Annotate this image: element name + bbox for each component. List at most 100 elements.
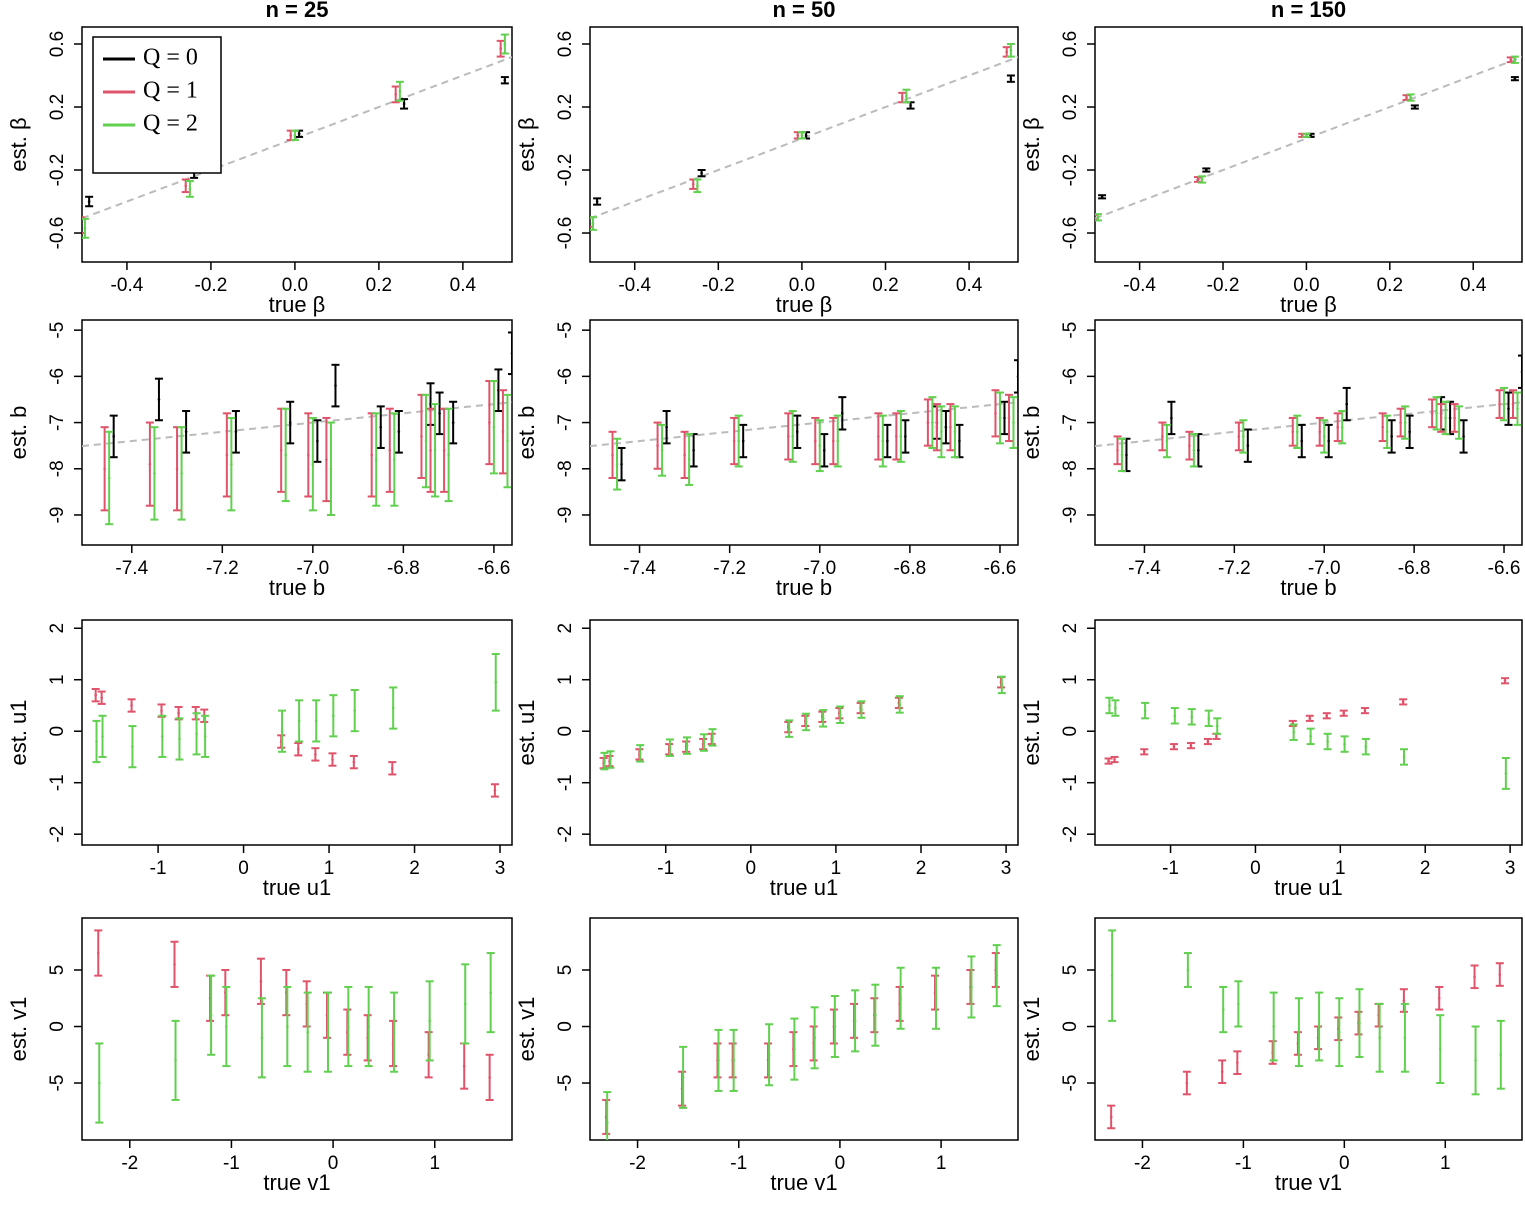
x-tick-label: 3 — [1505, 858, 1516, 879]
error-bar — [1510, 76, 1519, 82]
error-bar — [91, 687, 100, 703]
error-bar — [1204, 709, 1213, 728]
point — [1390, 435, 1393, 438]
error-bar — [902, 88, 911, 104]
error-bar — [685, 433, 694, 486]
error-bar — [784, 412, 793, 461]
y-tick-label: 0 — [47, 726, 68, 737]
error-bar — [1406, 93, 1415, 102]
error-bar — [838, 396, 847, 431]
y-tick-label: -7 — [47, 414, 68, 431]
error-bar — [185, 180, 194, 198]
error-bar — [1504, 391, 1513, 426]
panel: true u1 est. u1 -1 0 1 2 3 -2 -1 0 1 2 — [514, 619, 1019, 900]
error-bar — [449, 400, 458, 445]
error-bar — [389, 686, 398, 730]
error-bar — [714, 1028, 723, 1092]
x-tick-label: 1 — [1440, 1153, 1451, 1174]
error-bar — [277, 407, 286, 493]
point — [700, 171, 703, 175]
panel-title: n = 25 — [266, 0, 329, 22]
error-bar — [127, 698, 136, 713]
point — [1430, 412, 1434, 415]
x-tick-label: -6.8 — [1398, 558, 1431, 579]
plot-frame — [589, 319, 1019, 546]
point — [112, 435, 115, 438]
error-bar — [390, 991, 399, 1073]
error-bar — [1302, 132, 1311, 138]
error-bar — [833, 414, 842, 468]
x-tick-label: 0 — [238, 858, 249, 879]
error-bar — [257, 997, 266, 1079]
error-bar — [1140, 748, 1149, 756]
error-bar — [1194, 433, 1203, 468]
x-tick-label: 2 — [916, 858, 927, 879]
x-tick-label: -0.2 — [195, 275, 228, 296]
y-tick-label: -5 — [47, 1075, 68, 1092]
error-bar — [1323, 732, 1332, 751]
y-tick-label: -0.2 — [47, 154, 68, 187]
point — [161, 735, 164, 738]
y-tick-label: -0.6 — [1060, 217, 1081, 250]
point — [1005, 50, 1009, 54]
error-bar — [1501, 756, 1510, 790]
point — [681, 1076, 685, 1079]
point — [234, 430, 238, 434]
y-tick-label: 0 — [1060, 1021, 1081, 1032]
error-bar — [1501, 677, 1510, 685]
point — [314, 719, 318, 723]
error-bar — [1315, 991, 1324, 1062]
point — [1172, 745, 1176, 748]
point — [1206, 740, 1210, 743]
error-bar — [98, 714, 107, 758]
point — [899, 435, 903, 438]
error-bar — [85, 195, 94, 208]
error-bar — [802, 712, 811, 732]
point — [665, 425, 668, 429]
error-bar — [937, 405, 946, 459]
error-bar — [1234, 421, 1243, 452]
x-tick-label: -1 — [730, 1153, 747, 1174]
error-bar — [1219, 985, 1228, 1034]
point — [691, 182, 695, 186]
point — [1186, 968, 1190, 972]
panel: true b est. b -7.4 -7.2 -7.0 -6.8 -6.6 -9 -8 -7 -6… — [514, 319, 1019, 600]
point — [905, 94, 908, 98]
point — [953, 430, 957, 434]
error-bar — [286, 400, 295, 445]
error-bar — [896, 966, 905, 1030]
point — [499, 47, 502, 51]
point — [692, 448, 695, 452]
error-bar — [201, 714, 210, 758]
error-bar — [95, 1042, 104, 1124]
x-tick-label: 0 — [328, 1153, 339, 1174]
y-axis-label: est. b — [1019, 406, 1044, 460]
point — [611, 453, 614, 457]
error-bar — [508, 331, 512, 376]
error-bar — [1158, 421, 1167, 452]
panel: true b est. b -7.4 -7.2 -7.0 -6.8 -6.6 -9 -8 -7 -6… — [6, 319, 513, 600]
panel: n = 25 true β est. β -0.4 -0.2 0.0 0.2 0.4 -0.6 -… — [6, 0, 513, 317]
error-bar — [1289, 723, 1298, 741]
error-bar — [593, 197, 602, 206]
error-bar — [1218, 1059, 1227, 1085]
point — [605, 1121, 609, 1124]
point — [296, 747, 300, 751]
x-tick-label: -7.4 — [623, 558, 656, 579]
error-bar — [171, 1019, 180, 1101]
error-bar — [878, 414, 887, 468]
error-bar — [281, 407, 290, 503]
point — [107, 476, 111, 480]
point — [899, 996, 902, 1000]
point — [180, 472, 183, 475]
point — [620, 462, 623, 466]
point — [1399, 421, 1402, 424]
point — [1503, 679, 1507, 683]
error-bar — [303, 991, 312, 1073]
error-bar — [372, 412, 381, 507]
error-bar — [158, 714, 167, 758]
y-tick-label: 5 — [47, 965, 68, 976]
panel: true v1 est. v1 -2 -1 0 1 -5 0 5 — [1019, 917, 1523, 1195]
point — [510, 351, 512, 355]
point — [786, 435, 790, 438]
